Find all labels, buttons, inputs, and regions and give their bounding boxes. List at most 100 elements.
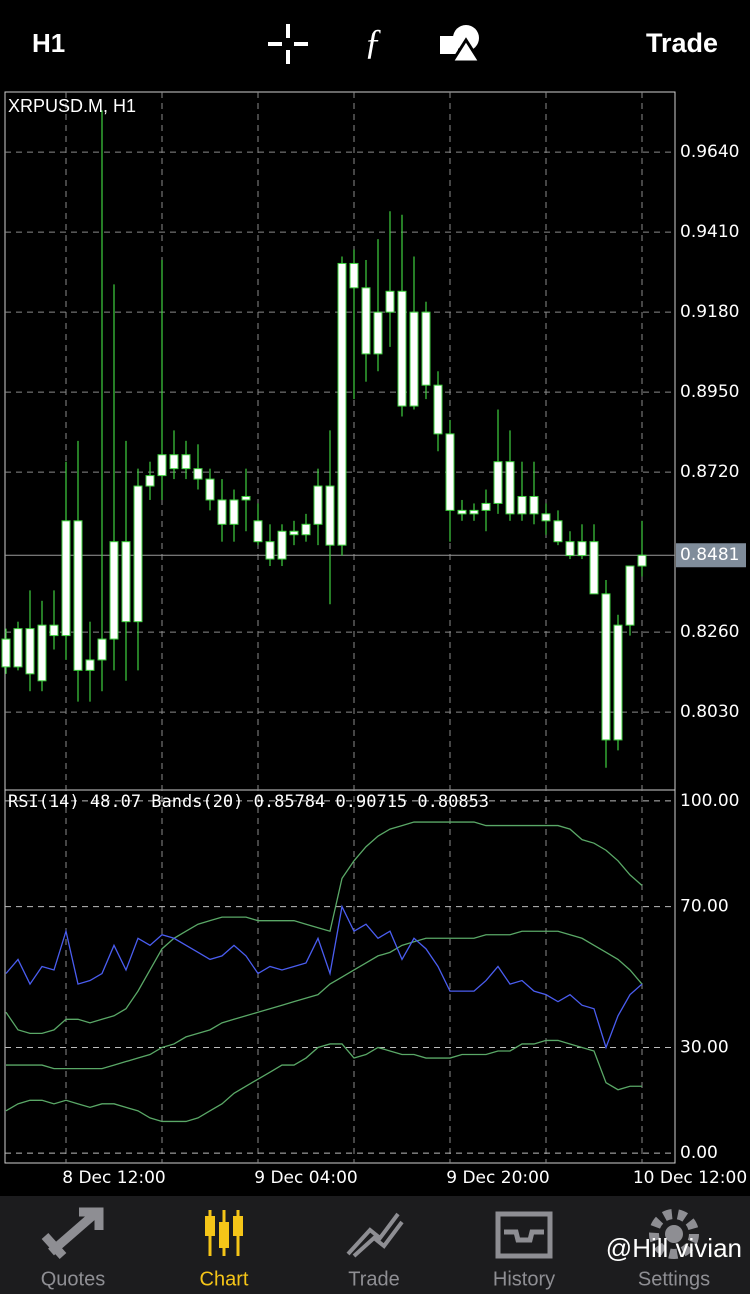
candle-body [625, 565, 635, 626]
indicator-line [5, 821, 643, 1035]
candle-body [613, 624, 623, 741]
candle-body [565, 541, 575, 557]
x-tick-label: 10 Dec 12:00 [633, 1168, 747, 1188]
candle-body [517, 495, 527, 515]
tab-group: Quotes Chart Trade History Settings [41, 1207, 710, 1290]
y-tick-label: 0.9180 [680, 302, 739, 322]
candle-body [229, 499, 239, 525]
y-tick-label: 0.8260 [680, 622, 739, 642]
y-tick-label: 0.00 [680, 1143, 718, 1163]
candle-body [361, 287, 371, 355]
candle-body [97, 638, 107, 661]
candle-body [49, 624, 59, 637]
candle-body [421, 311, 431, 386]
indicator-line [5, 1039, 642, 1123]
chart-title: XRPUSD.M, H1 [8, 96, 136, 116]
tab-label: History [493, 1268, 555, 1290]
candle-body [61, 520, 71, 637]
candle-body [181, 454, 191, 470]
y-tick-label: 70.00 [680, 897, 729, 917]
y-tick-label: 0.8720 [680, 462, 739, 482]
indicator-icon[interactable]: ƒ [364, 21, 382, 61]
candle-body [85, 659, 95, 671]
trade-button[interactable]: Trade [646, 28, 718, 58]
candle-body [157, 454, 167, 477]
candle-body [1, 638, 11, 668]
indicator-line [5, 904, 643, 1050]
tab-label: Trade [348, 1268, 400, 1290]
tab-icon [219, 1222, 229, 1248]
candle-body [553, 520, 563, 543]
candle-body [505, 461, 515, 515]
candle-body [301, 523, 311, 536]
candle-body [457, 509, 467, 515]
candle-body [253, 520, 263, 543]
candle-body [445, 433, 455, 511]
tab-label: Settings [638, 1268, 710, 1290]
x-tick-label: 9 Dec 04:00 [254, 1168, 358, 1188]
current-price-label: 0.8481 [680, 545, 739, 565]
tab-icon [495, 1211, 553, 1259]
candle-body [217, 499, 227, 525]
tab[interactable]: Quotes [41, 1207, 105, 1290]
candle-body [337, 262, 347, 546]
tab-icon [233, 1216, 243, 1236]
tab[interactable]: Trade [346, 1212, 404, 1290]
indicator-title: RSI(14) 48.07 Bands(20) 0.85784 0.90715 … [8, 792, 489, 812]
candle-body [589, 541, 599, 595]
candle-body [13, 628, 23, 668]
tab-bar [0, 1196, 750, 1294]
candle-body [193, 468, 203, 480]
candle-body [469, 509, 479, 515]
candle-body [409, 311, 419, 407]
candle-body [205, 478, 215, 501]
x-tick-label: 9 Dec 20:00 [446, 1168, 550, 1188]
tab-label: Chart [200, 1268, 249, 1290]
objects-icon[interactable] [440, 25, 483, 64]
tab-icon [41, 1207, 104, 1260]
candle-body [169, 454, 179, 470]
candle-body [397, 290, 407, 407]
candle-body [109, 541, 119, 640]
tab[interactable]: Settings [638, 1209, 710, 1290]
candle-body [529, 495, 539, 515]
tab[interactable]: Chart [200, 1210, 249, 1290]
candle-body [433, 384, 443, 435]
candle-body [133, 485, 143, 623]
candle-body [373, 311, 383, 355]
candle-body [277, 530, 287, 560]
crosshair-icon[interactable] [268, 24, 308, 64]
candle-body [121, 541, 131, 623]
chart-frame [4, 91, 676, 1164]
candle-body [349, 262, 359, 289]
candle-body [481, 502, 491, 511]
candle-body [493, 461, 503, 504]
timeframe-button[interactable]: H1 [32, 28, 65, 58]
tab-icon [649, 1209, 699, 1259]
candle-body [265, 541, 275, 560]
candle-body [637, 554, 647, 567]
current-price-box [676, 543, 746, 568]
candle-body [73, 520, 83, 671]
y-tick-label: 0.8030 [680, 702, 739, 722]
indicator-line [6, 930, 643, 1070]
y-tick-label: 0.9640 [680, 142, 739, 162]
y-tick-label: 100.00 [680, 791, 739, 811]
candle-body [25, 628, 35, 675]
candle-body [325, 485, 335, 546]
y-tick-label: 0.9410 [680, 222, 739, 242]
candle-body [145, 475, 155, 487]
candle-body [313, 485, 323, 525]
y-tick-label: 30.00 [680, 1037, 729, 1057]
candle-body [541, 513, 551, 522]
tab-icon [205, 1216, 215, 1236]
tab-icon [346, 1212, 404, 1258]
x-tick-label: 8 Dec 12:00 [62, 1168, 166, 1188]
candle-body [385, 290, 395, 313]
candle-body [577, 541, 587, 557]
candle-body [289, 530, 299, 536]
tab[interactable]: History [493, 1211, 555, 1290]
